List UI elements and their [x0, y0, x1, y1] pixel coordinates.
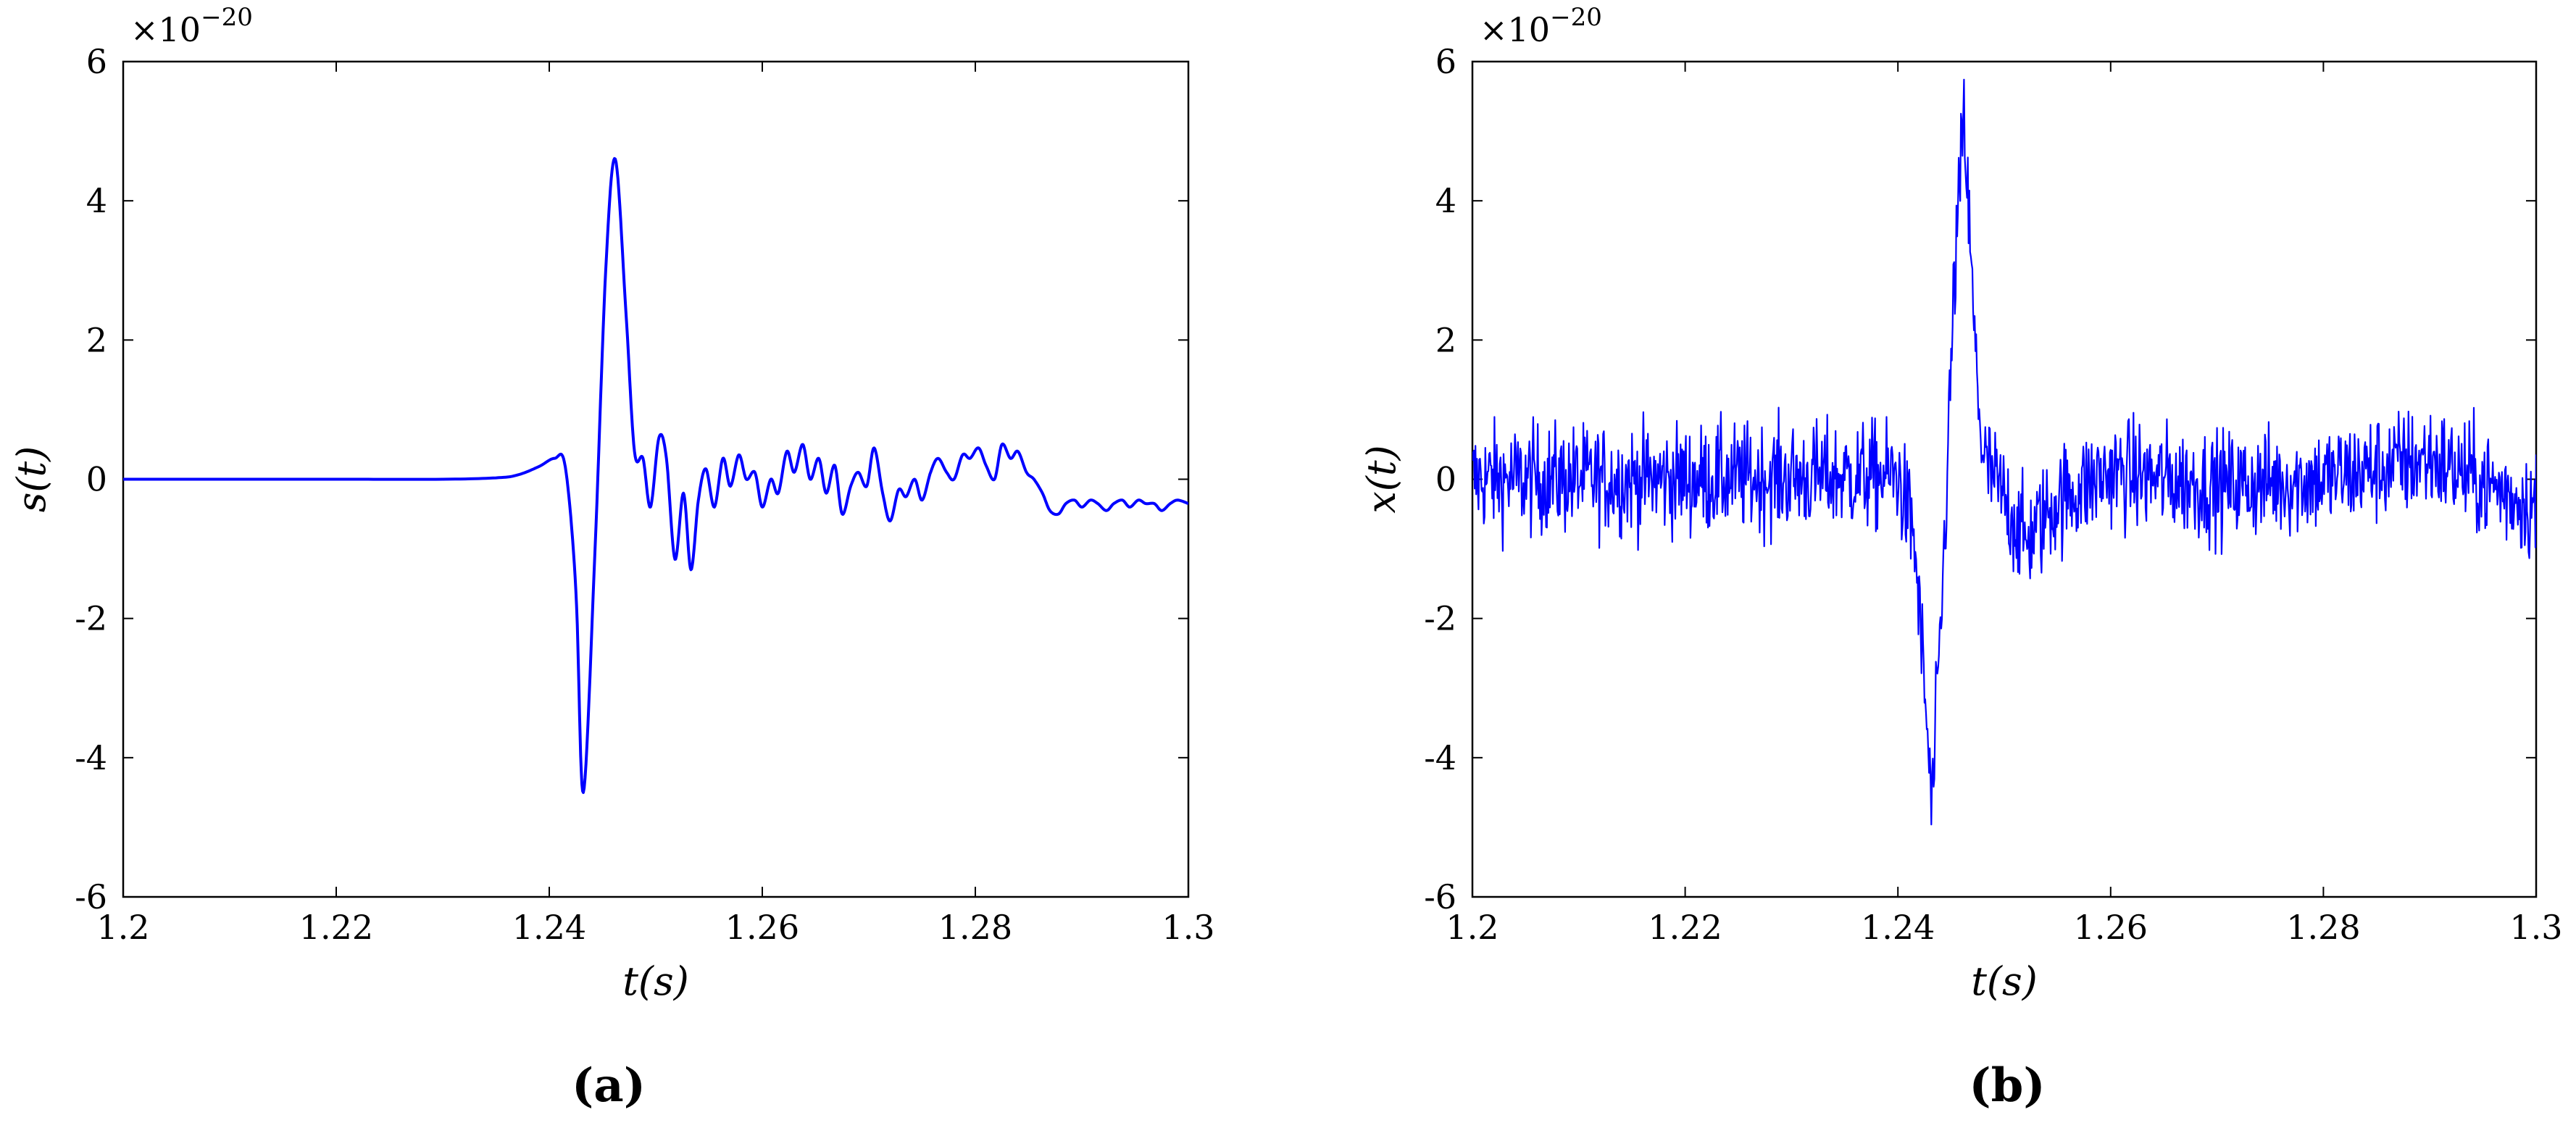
y-tick-label: 2: [1435, 320, 1456, 359]
series-line: [123, 156, 1188, 794]
y-tick-label: 4: [1435, 181, 1456, 220]
y-tick-label: -6: [75, 877, 107, 916]
x-tick-label: 1.24: [512, 908, 586, 947]
x-axis-label: t(s): [622, 958, 689, 1004]
panel-caption: (a): [572, 1058, 646, 1113]
x-tick-label: 1.2: [96, 908, 149, 947]
x-tick-label: 1.24: [1861, 908, 1935, 947]
y-tick-label: -2: [1424, 599, 1456, 638]
x-tick-label: 1.22: [299, 908, 373, 947]
y-tick-label: 2: [86, 320, 107, 359]
x-tick-label: 1.26: [725, 908, 799, 947]
x-tick-label: 1.26: [2074, 908, 2148, 947]
panel-b: 1.2 1.22 1.24 1.26 1.28 1.3 6 4 2 0 -2 -4 -6 ×10−20 t(…: [1359, 3, 2563, 1113]
x-tick-label: 1.28: [2286, 908, 2360, 947]
y-scale-factor: ×10−20: [1480, 3, 1602, 49]
series-line: [1472, 78, 2536, 826]
y-tick-label: -4: [1424, 738, 1456, 777]
x-tick-label: 1.3: [1162, 908, 1214, 947]
y-tick-label: 6: [1435, 42, 1456, 81]
x-tick-label: 1.22: [1648, 908, 1722, 947]
x-tick-label: 1.3: [2509, 908, 2562, 947]
y-tick-label: -4: [75, 738, 107, 777]
panel-a: 1.2 1.22 1.24 1.26 1.28 1.3 6 4 2 0 -2 -4 -6 ×10−20 t(…: [9, 3, 1215, 1113]
x-tick-label: 1.2: [1446, 908, 1499, 947]
y-tick-label: -6: [1424, 877, 1456, 916]
x-tick-label: 1.28: [938, 908, 1012, 947]
y-axis-label: x(t): [1359, 445, 1404, 513]
y-scale-factor: ×10−20: [130, 3, 253, 49]
y-tick-label: 4: [86, 181, 107, 220]
x-axis-label: t(s): [1971, 958, 2038, 1004]
y-tick-label: 0: [1435, 460, 1456, 499]
y-tick-label: 0: [86, 460, 107, 499]
y-tick-label: 6: [86, 42, 107, 81]
panel-caption: (b): [1969, 1058, 2045, 1113]
y-tick-label: -2: [75, 599, 107, 638]
y-axis-label: s(t): [9, 446, 54, 513]
